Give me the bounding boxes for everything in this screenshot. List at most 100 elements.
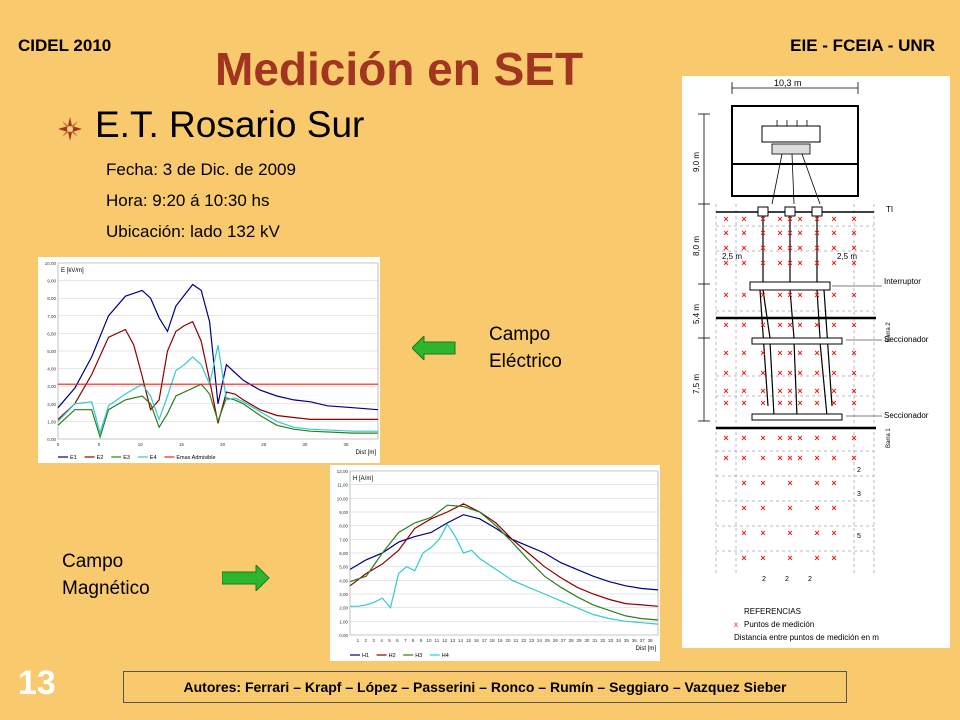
measurement-point-icon: × xyxy=(831,453,836,463)
bottom-number-2: 2 xyxy=(785,576,789,583)
measurement-point-icon: × xyxy=(741,478,746,488)
e-chart-ytick-label: 10,00 xyxy=(45,261,57,266)
measurement-point-icon: × xyxy=(777,258,782,268)
width-dimension-label: 10,3 m xyxy=(774,78,802,88)
measurement-point-icon: × xyxy=(797,398,802,408)
measurement-point-icon: × xyxy=(723,290,728,300)
h-chart-xtick-label: 34 xyxy=(616,638,622,643)
h-chart-ytick-label: 0,00 xyxy=(339,633,348,638)
measurement-point-icon: × xyxy=(851,433,856,443)
e-chart-ylabel: E [kV/m] xyxy=(61,268,84,274)
e-chart-xtick-label: 15 xyxy=(179,442,185,447)
measurement-point-icon: × xyxy=(723,214,728,224)
measurement-point-icon: × xyxy=(760,386,765,396)
label-seccionador-2: Seccionador xyxy=(884,411,929,420)
authors-footer: Autores: Ferrari – Krapf – López – Passe… xyxy=(123,671,847,703)
measurement-point-icon: × xyxy=(777,398,782,408)
h-chart-legend-label: H2 xyxy=(389,653,396,659)
h-chart-xtick-label: 10 xyxy=(426,638,432,643)
slide-number: 13 xyxy=(18,664,56,702)
measurement-point-icon: × xyxy=(760,214,765,224)
h-chart-xtick-label: 9 xyxy=(420,638,423,643)
legend-title: REFERENCIAS xyxy=(744,607,801,616)
measurement-point-icon: × xyxy=(851,228,856,238)
header-right: EIE - FCEIA - UNR xyxy=(790,36,935,55)
legend-points-text: Puntos de medición xyxy=(744,620,814,629)
measurement-point-icon: × xyxy=(787,386,792,396)
measurement-point-icon: × xyxy=(797,290,802,300)
measurement-point-icon: × xyxy=(787,433,792,443)
h-chart-xtick-label: 36 xyxy=(632,638,638,643)
measurement-point-icon: × xyxy=(741,386,746,396)
measurement-point-icon: × xyxy=(831,528,836,538)
measurement-point-icon: × xyxy=(741,348,746,358)
measurement-point-icon: × xyxy=(831,348,836,358)
electric-chart-svg: 0,00 1,00 2,00 3,00 4,00 5,00 6,00 7,00 8,00 9,00… xyxy=(45,261,379,461)
measurement-point-icon: × xyxy=(814,398,819,408)
measurement-point-icon: × xyxy=(777,228,782,238)
h-chart-ytick-label: 2,00 xyxy=(339,606,348,611)
h-chart-ytick-label: 12,00 xyxy=(337,469,349,474)
measurement-point-icon: × xyxy=(723,368,728,378)
magnetic-field-label: Campo Magnético xyxy=(62,548,150,602)
dim-9m: 9,0 m xyxy=(692,152,701,172)
h-chart-legend-label: H4 xyxy=(442,653,449,659)
electric-field-label: Campo Eléctrico xyxy=(489,321,562,375)
measurement-point-icon: × xyxy=(777,243,782,253)
measurement-point-icon: × xyxy=(787,398,792,408)
row-number-5: 5 xyxy=(857,533,861,540)
bottom-number-3: 2 xyxy=(808,576,812,583)
measurement-point-icon: × xyxy=(797,368,802,378)
measurement-point-icon: × xyxy=(760,368,765,378)
label-barra2: Barra 2 xyxy=(886,322,892,342)
measurement-point-icon: × xyxy=(741,528,746,538)
measurement-point-icon: × xyxy=(741,290,746,300)
h-chart-legend-label: H1 xyxy=(362,653,369,659)
magnetic-field-chart: 0,00 1,00 2,00 3,00 4,00 5,00 6,00 7,00 8,00 9,00… xyxy=(330,465,660,661)
e-chart-ytick-label: 9,00 xyxy=(47,279,56,284)
h-chart-xtick-label: 26 xyxy=(553,638,559,643)
h-chart-series-h2 xyxy=(349,503,659,607)
measurement-point-icon: × xyxy=(814,320,819,330)
e-chart-ytick-label: 1,00 xyxy=(47,419,56,424)
measurement-point-icon: × xyxy=(760,228,765,238)
measurement-point-icon: × xyxy=(760,453,765,463)
h-chart-xtick-label: 5 xyxy=(388,638,391,643)
h-chart-xtick-label: 31 xyxy=(592,638,598,643)
measurement-point-icon: × xyxy=(797,320,802,330)
measurement-point-icon: × xyxy=(741,214,746,224)
measurement-point-icon: × xyxy=(760,503,765,513)
spacing-label-right: 2,5 m xyxy=(837,252,857,261)
measurement-point-icon: × xyxy=(831,478,836,488)
measurement-point-icon: × xyxy=(814,368,819,378)
measurement-point-icon: × xyxy=(723,320,728,330)
measurement-point-icon: × xyxy=(741,258,746,268)
h-chart-xtick-label: 6 xyxy=(396,638,399,643)
measurement-point-icon: × xyxy=(777,348,782,358)
h-chart-ytick-label: 4,00 xyxy=(339,578,348,583)
e-chart-legend-label: E3 xyxy=(123,455,130,461)
h-chart-xtick-label: 17 xyxy=(482,638,488,643)
e-chart-ytick-label: 0,00 xyxy=(47,437,56,442)
measurement-point-icon: × xyxy=(741,433,746,443)
e-chart-xtick-label: 25 xyxy=(261,442,267,447)
measurement-point-icon: × xyxy=(777,290,782,300)
measurement-point-icon: × xyxy=(831,258,836,268)
measurement-point-icon: × xyxy=(814,453,819,463)
measurement-point-icon: × xyxy=(797,214,802,224)
h-chart-xtick-label: 8 xyxy=(412,638,415,643)
legend-distance-text: Distancia entre puntos de medición en m xyxy=(734,633,879,642)
measurement-point-icon: × xyxy=(814,228,819,238)
h-chart-xlabel: Dist [m] xyxy=(636,646,657,652)
measurement-point-icon: × xyxy=(723,386,728,396)
h-chart-xtick-label: 15 xyxy=(466,638,472,643)
h-chart-xtick-label: 32 xyxy=(600,638,606,643)
magnetic-chart-svg: 0,00 1,00 2,00 3,00 4,00 5,00 6,00 7,00 8,00 9,00… xyxy=(337,469,659,659)
measurement-point-icon: × xyxy=(851,453,856,463)
measurement-point-icon: × xyxy=(760,290,765,300)
measurement-point-icon: × xyxy=(851,368,856,378)
measurement-point-icon: × xyxy=(787,243,792,253)
h-chart-xtick-label: 7 xyxy=(404,638,407,643)
h-chart-ytick-label: 7,00 xyxy=(339,537,348,542)
e-chart-series-e1 xyxy=(57,283,379,411)
